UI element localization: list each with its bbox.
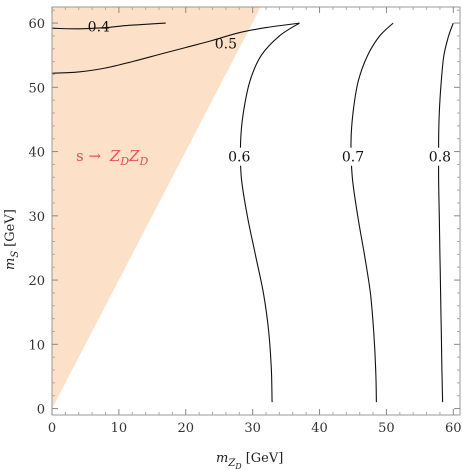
x-tick-label: 10 <box>111 421 128 436</box>
forbidden-region <box>52 7 261 409</box>
contour-line-0.7 <box>350 22 394 403</box>
x-tick-label: 0 <box>48 421 56 436</box>
plot-frame <box>51 6 461 416</box>
x-axis-title: mZD [GeV] <box>216 451 283 470</box>
y-axis-unit: [GeV] <box>3 209 18 247</box>
y-axis-var: m <box>3 258 18 270</box>
contour-label-bg-0.6 <box>224 147 255 166</box>
region-label-d1: D <box>119 155 129 168</box>
y-tick-label: 20 <box>28 274 45 289</box>
contour-label-bg-0.8 <box>424 147 455 166</box>
contour-label-0.5: 0.5 <box>215 37 237 53</box>
contour-layer: 0.4 0.5 0.6 0.7 0.8 <box>51 19 455 403</box>
contour-label-bg-0.7 <box>337 147 368 166</box>
x-tick-label: 60 <box>445 421 462 436</box>
x-tick-label: 50 <box>378 421 395 436</box>
axis-ticks: 0 10 20 30 40 50 60 0 10 20 30 40 50 60 <box>28 7 462 436</box>
x-tick-label: 20 <box>177 421 194 436</box>
region-label-d2: D <box>139 155 149 168</box>
x-axis-unit: [GeV] <box>246 451 284 466</box>
contour-label-0.6: 0.6 <box>228 150 250 166</box>
y-tick-label: 50 <box>28 81 45 96</box>
region-label-z1: Z <box>109 147 121 165</box>
y-axis-sub: S <box>10 251 21 258</box>
contour-line-0.4 <box>51 22 166 30</box>
y-tick-label: 60 <box>28 17 45 32</box>
y-tick-label: 0 <box>37 403 45 418</box>
x-axis-var: m <box>216 451 228 466</box>
y-tick-label: 10 <box>28 338 45 353</box>
region-label-arrow: s → <box>76 147 101 165</box>
contour-label-0.8: 0.8 <box>429 150 451 166</box>
contour-line-0.6 <box>239 22 300 403</box>
x-axis-subsub: D <box>234 462 242 470</box>
contour-line-0.8 <box>437 22 454 403</box>
region-label-z2: Z <box>128 147 140 165</box>
x-tick-label: 30 <box>244 421 261 436</box>
region-layer <box>52 7 261 409</box>
x-axis-sub: Z <box>227 458 236 469</box>
y-axis-title: mS [GeV] <box>3 209 21 270</box>
contour-line-0.5 <box>51 22 300 74</box>
contour-label-0.7: 0.7 <box>342 150 364 166</box>
region-label: s → ZDZD <box>76 147 149 168</box>
x-tick-label: 40 <box>311 421 328 436</box>
y-tick-label: 30 <box>28 210 45 225</box>
contour-label-0.4: 0.4 <box>88 19 110 35</box>
plot-border <box>51 6 461 416</box>
y-tick-label: 40 <box>28 146 45 161</box>
